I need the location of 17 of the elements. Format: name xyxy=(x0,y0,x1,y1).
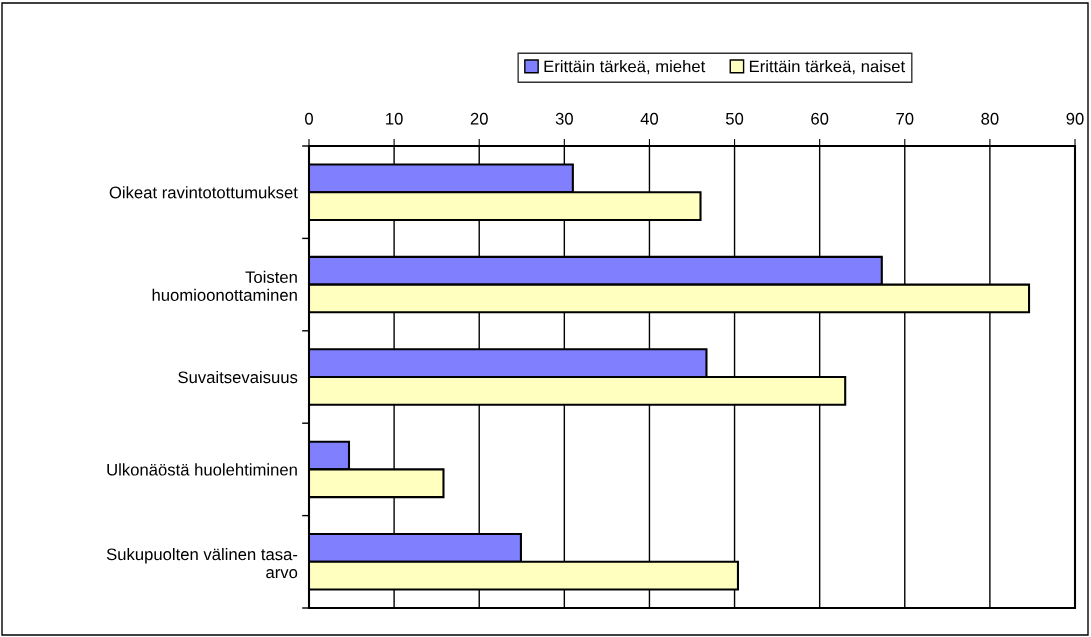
y-tick-label: Sukupuolten välinen tasa- arvo xyxy=(106,547,298,579)
y-tick-label: Toisten huomioonottaminen xyxy=(152,270,297,301)
x-tick-label: 0 xyxy=(305,112,313,125)
legend-label: Erittäin tärkeä, naiset xyxy=(749,60,906,75)
x-tick-label: 80 xyxy=(981,112,999,125)
x-tick-label: 40 xyxy=(640,112,659,125)
x-tick-label: 30 xyxy=(555,112,573,125)
x-tick-label: 20 xyxy=(470,112,488,125)
legend-label: Erittäin tärkeä, miehet xyxy=(544,60,706,75)
y-tick-label: Ulkonäöstä huolehtiminen xyxy=(107,463,297,476)
x-tick-label: 50 xyxy=(725,112,744,125)
y-tick-label: Suvaitsevaisuus xyxy=(178,370,298,384)
x-tick-label: 90 xyxy=(1066,112,1084,125)
x-tick-label: 60 xyxy=(811,112,829,125)
y-tick-label: Oikeat ravintotottumukset xyxy=(109,186,298,199)
x-tick-label: 10 xyxy=(386,112,403,125)
x-tick-label: 70 xyxy=(896,112,914,125)
